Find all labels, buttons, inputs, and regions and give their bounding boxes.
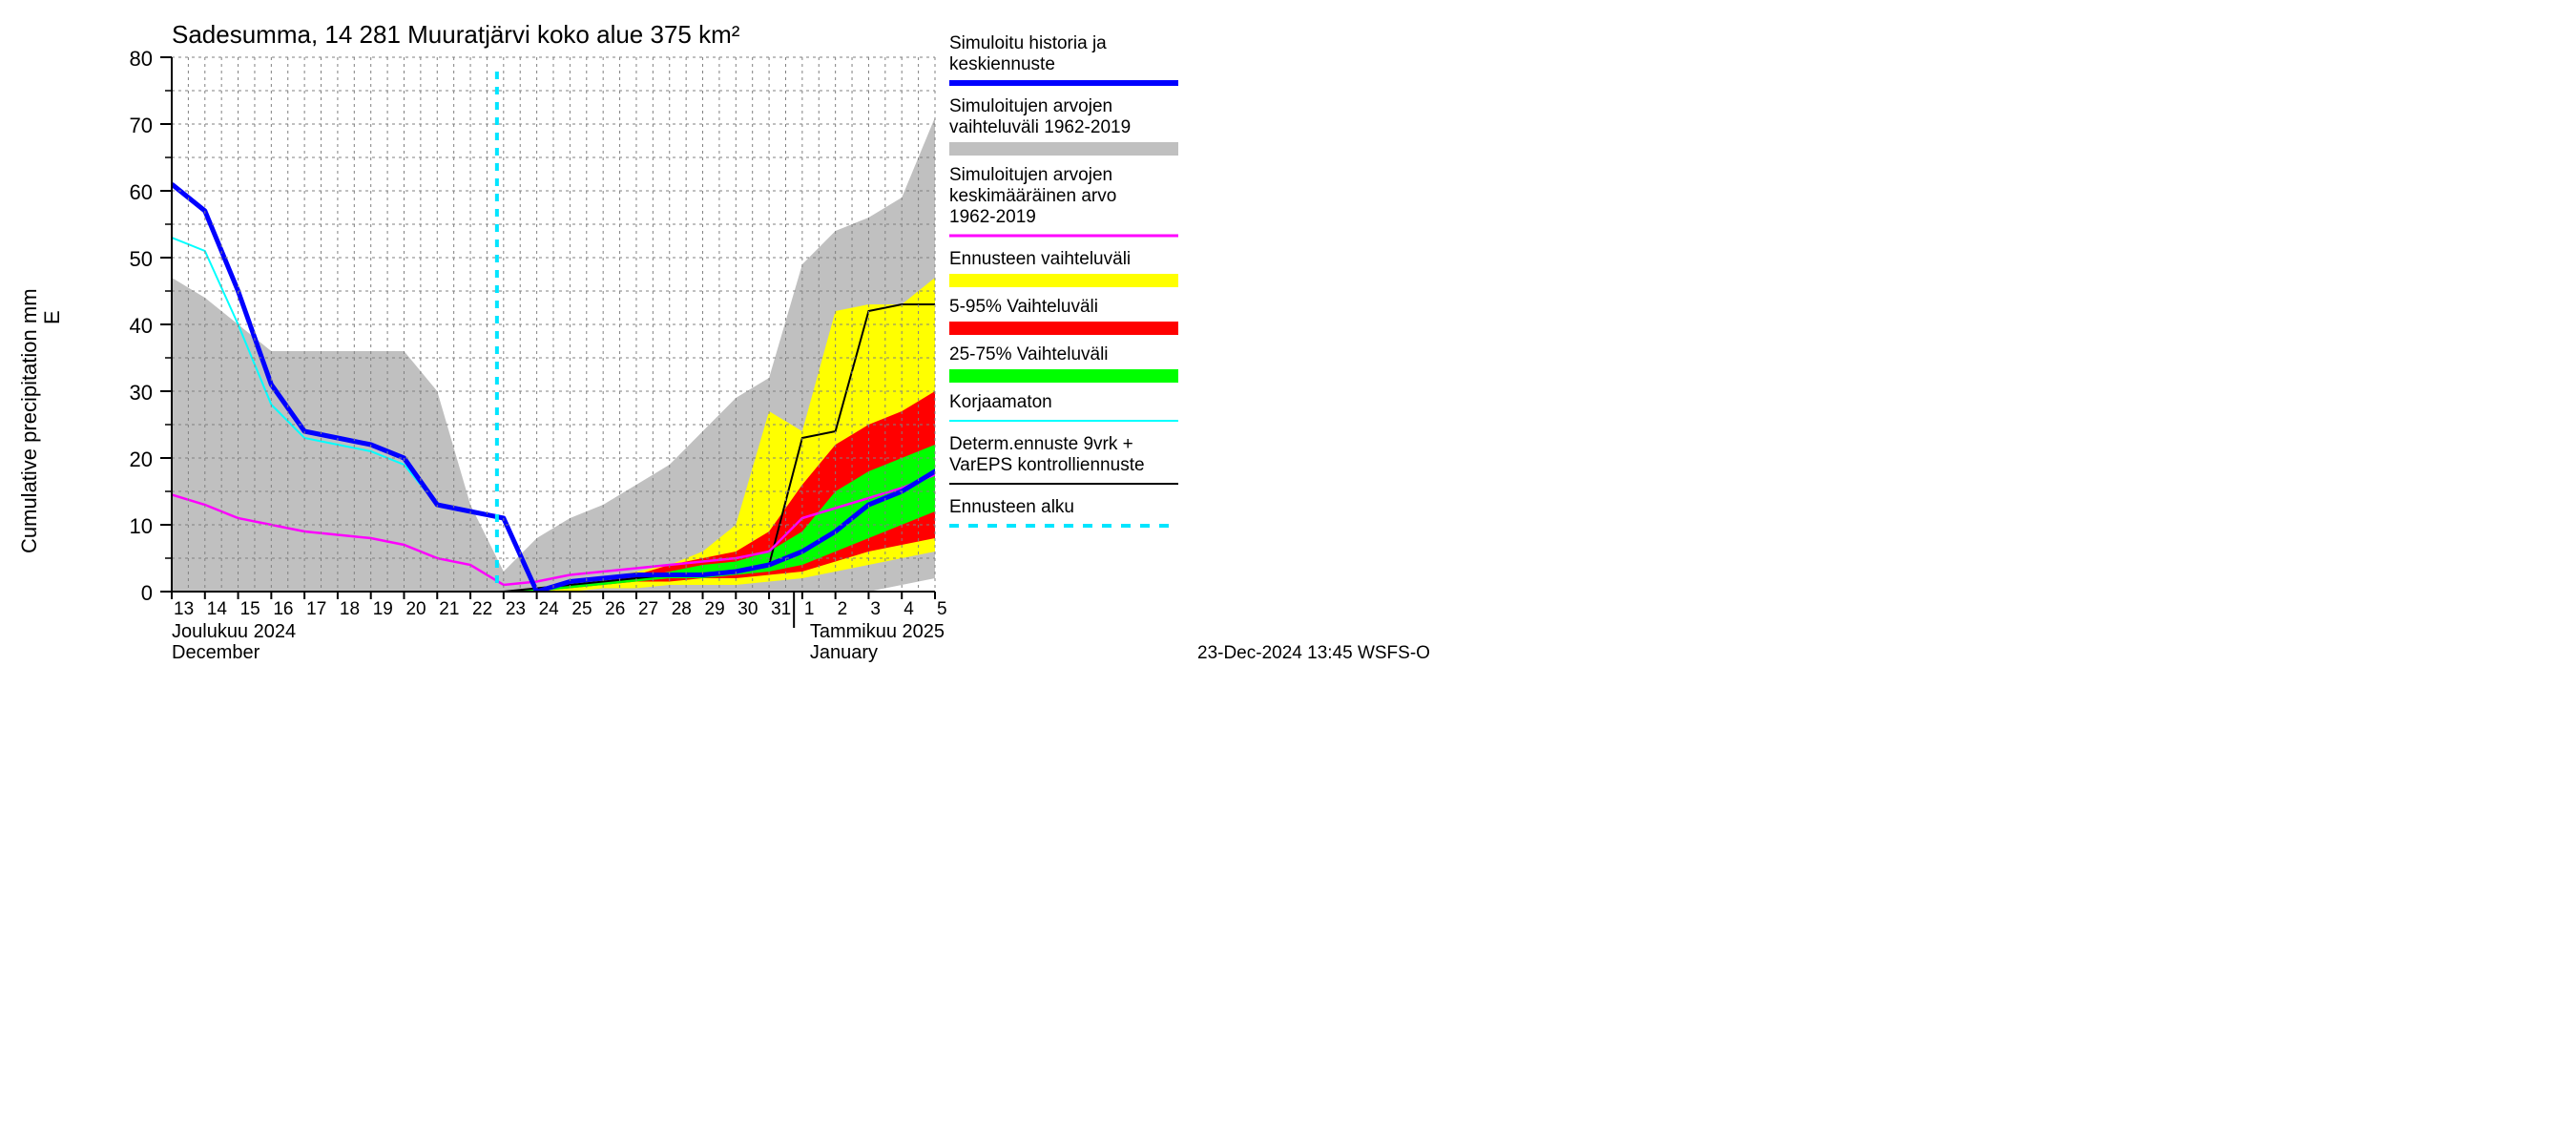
x-tick-label: 2 <box>838 599 848 619</box>
x-tick-label: 15 <box>240 599 260 619</box>
month-label-left-1: Joulukuu 2024 <box>172 621 296 642</box>
x-tick-label: 26 <box>605 599 625 619</box>
month-label-right-1: Tammikuu 2025 <box>810 621 945 642</box>
x-tick-label: 20 <box>405 599 426 619</box>
x-tick-label: 17 <box>306 599 326 619</box>
x-tick-label: 19 <box>373 599 393 619</box>
x-tick-label: 25 <box>571 599 592 619</box>
legend-swatch <box>949 142 1178 156</box>
x-tick-label: 23 <box>506 599 526 619</box>
legend-label: VarEPS kontrolliennuste <box>949 455 1145 475</box>
footer-timestamp: 23-Dec-2024 13:45 WSFS-O <box>1197 643 1430 663</box>
y-tick-label: 50 <box>130 247 153 271</box>
legend-label: Simuloitu historia ja <box>949 33 1107 53</box>
legend-label: keskiennuste <box>949 54 1055 74</box>
x-tick-label: 28 <box>672 599 692 619</box>
x-tick-label: 5 <box>937 599 947 619</box>
legend-label: Korjaamaton <box>949 392 1052 412</box>
x-tick-label: 13 <box>174 599 194 619</box>
month-label-right-2: January <box>810 642 878 663</box>
x-tick-label: 29 <box>705 599 725 619</box>
legend-label: 1962-2019 <box>949 207 1036 227</box>
x-tick-label: 16 <box>273 599 293 619</box>
y-tick-label: 0 <box>141 581 153 605</box>
x-tick-label: 24 <box>539 599 560 619</box>
y-tick-label: 70 <box>130 114 153 137</box>
x-tick-label: 31 <box>771 599 791 619</box>
x-tick-label: 21 <box>439 599 459 619</box>
x-tick-label: 18 <box>340 599 360 619</box>
month-label-left-2: December <box>172 642 260 663</box>
legend-label: 5-95% Vaihteluväli <box>949 297 1098 317</box>
y-axis-label-2: E <box>40 310 64 324</box>
legend-label: Ennusteen vaihteluväli <box>949 249 1131 269</box>
legend-label: Simuloitujen arvojen <box>949 165 1112 185</box>
legend-label: Ennusteen alku <box>949 497 1074 517</box>
y-tick-label: 10 <box>130 514 153 538</box>
x-tick-label: 3 <box>870 599 881 619</box>
legend-swatch <box>949 322 1178 335</box>
x-tick-label: 27 <box>638 599 658 619</box>
y-axis-label: Cumulative precipitation mm <box>17 288 41 553</box>
legend-label: vaihteluväli 1962-2019 <box>949 117 1131 137</box>
legend-label: 25-75% Vaihteluväli <box>949 344 1109 364</box>
x-tick-label: 14 <box>207 599 228 619</box>
legend-label: Simuloitujen arvojen <box>949 96 1112 116</box>
legend-label: Determ.ennuste 9vrk + <box>949 434 1133 454</box>
y-tick-label: 30 <box>130 381 153 405</box>
y-tick-label: 60 <box>130 180 153 204</box>
legend-swatch <box>949 274 1178 287</box>
chart-title: Sadesumma, 14 281 Muuratjärvi koko alue … <box>172 20 740 49</box>
legend-swatch <box>949 369 1178 383</box>
legend-label: keskimääräinen arvo <box>949 186 1116 206</box>
x-tick-label: 1 <box>804 599 815 619</box>
y-tick-label: 20 <box>130 448 153 471</box>
x-tick-label: 4 <box>904 599 914 619</box>
y-tick-label: 80 <box>130 47 153 71</box>
x-tick-label: 22 <box>472 599 492 619</box>
y-tick-label: 40 <box>130 314 153 338</box>
x-tick-label: 30 <box>737 599 758 619</box>
